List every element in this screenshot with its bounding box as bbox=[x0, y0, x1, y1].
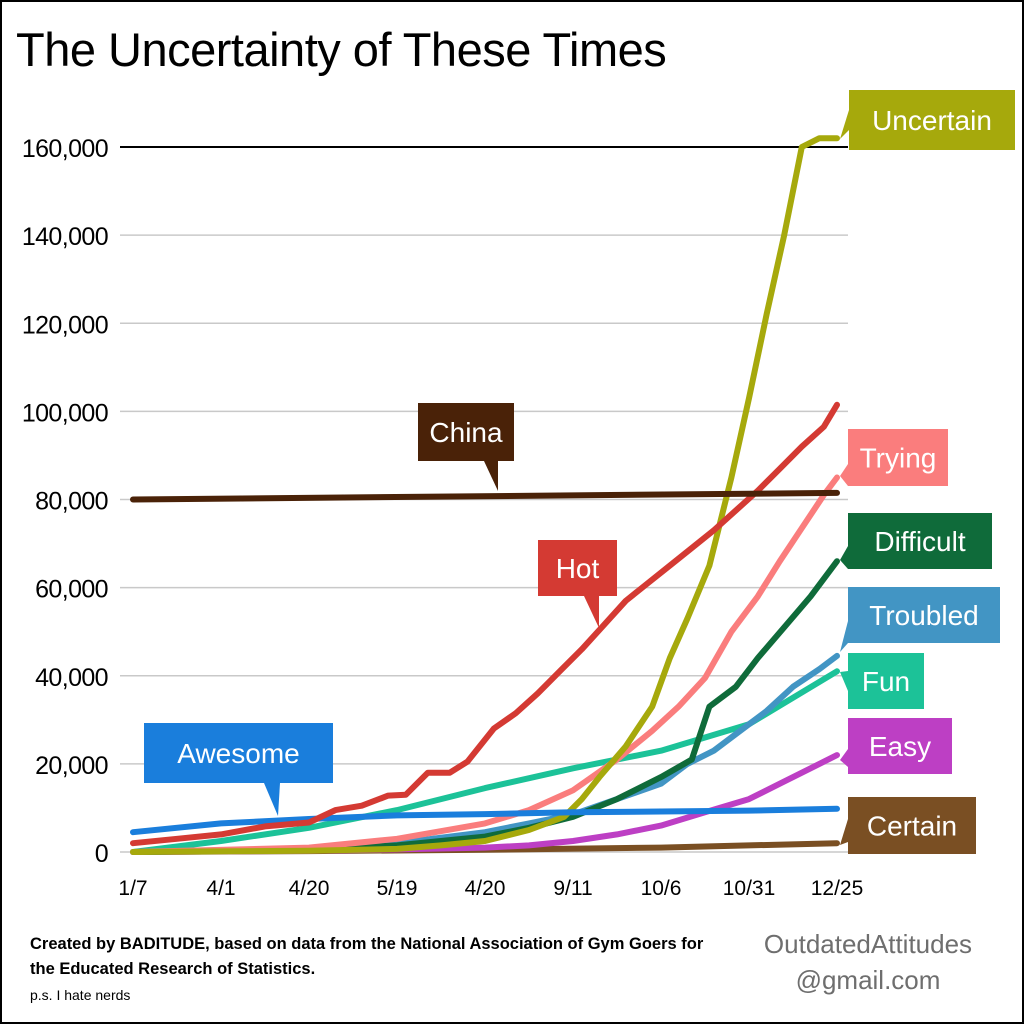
series-label-hot: Hot bbox=[556, 553, 600, 584]
callout-box-certain bbox=[848, 797, 976, 854]
y-tick-label: 0 bbox=[95, 840, 108, 868]
series-label-certain: Certain bbox=[867, 811, 957, 842]
series-label-fun: Fun bbox=[862, 666, 910, 697]
series-line-awesome bbox=[130, 805, 840, 836]
callout-pointer-fun bbox=[840, 671, 848, 691]
chart-title: The Uncertainty of These Times bbox=[16, 23, 667, 76]
callout-pointer-hot bbox=[584, 596, 599, 628]
callout-pointer-troubled bbox=[840, 621, 848, 652]
y-tick-label: 100,000 bbox=[22, 399, 108, 427]
contact-email: OutdatedAttitudes @gmail.com bbox=[738, 926, 998, 998]
callout-box-troubled bbox=[848, 587, 1000, 643]
x-tick-label: 12/25 bbox=[811, 877, 864, 900]
contact-line-1: OutdatedAttitudes bbox=[763, 929, 973, 959]
credit-text: Created by BADITUDE, based on data from … bbox=[30, 935, 704, 978]
callout-box-easy bbox=[848, 718, 952, 774]
callout-pointer-awesome bbox=[264, 783, 280, 816]
x-tick-label: 9/11 bbox=[553, 877, 592, 900]
callout-pointer-difficult bbox=[840, 546, 848, 569]
x-tick-label: 10/6 bbox=[641, 877, 682, 900]
callout-box-difficult bbox=[848, 513, 992, 569]
callout-pointer-trying bbox=[840, 464, 848, 486]
y-tick-label: 60,000 bbox=[35, 576, 108, 604]
y-tick-label: 160,000 bbox=[22, 135, 108, 163]
callout-pointer-uncertain bbox=[840, 110, 849, 139]
ps-note: p.s. I hate nerds bbox=[30, 987, 131, 1003]
series-line-china bbox=[130, 489, 840, 503]
x-tick-label: 4/1 bbox=[206, 877, 235, 900]
series-label-china: China bbox=[429, 417, 503, 448]
series-line-uncertain bbox=[130, 135, 840, 855]
x-tick-label: 1/7 bbox=[118, 877, 147, 900]
series-label-awesome: Awesome bbox=[177, 738, 299, 769]
callout-pointer-certain bbox=[840, 819, 848, 845]
y-tick-label: 120,000 bbox=[22, 311, 108, 339]
callout-box-trying bbox=[848, 429, 948, 486]
x-tick-label: 5/19 bbox=[377, 877, 418, 900]
series-label-trying: Trying bbox=[860, 443, 937, 474]
callout-box-fun bbox=[848, 653, 924, 709]
series-line-trying bbox=[130, 474, 840, 855]
callout-pointer-easy bbox=[840, 749, 848, 767]
y-tick-label: 80,000 bbox=[35, 488, 108, 516]
callout-box-awesome bbox=[144, 723, 333, 783]
series-line-difficult bbox=[130, 558, 840, 855]
y-tick-label: 40,000 bbox=[35, 664, 108, 692]
x-tick-label: 4/20 bbox=[465, 877, 506, 900]
x-tick-label: 10/31 bbox=[723, 877, 776, 900]
y-tick-label: 20,000 bbox=[35, 752, 108, 780]
series-line-hot bbox=[130, 401, 840, 847]
callout-box-china bbox=[418, 403, 514, 461]
series-label-uncertain: Uncertain bbox=[872, 105, 992, 136]
y-tick-label: 140,000 bbox=[22, 223, 108, 251]
x-tick-label: 4/20 bbox=[289, 877, 330, 900]
series-label-troubled: Troubled bbox=[869, 600, 978, 631]
callout-box-uncertain bbox=[849, 90, 1015, 150]
series-label-difficult: Difficult bbox=[874, 526, 966, 557]
contact-line-2: @gmail.com bbox=[795, 965, 941, 995]
callout-pointer-china bbox=[484, 461, 498, 491]
callout-box-hot bbox=[538, 540, 617, 596]
series-label-easy: Easy bbox=[869, 731, 931, 762]
series-line-fun bbox=[130, 668, 840, 855]
